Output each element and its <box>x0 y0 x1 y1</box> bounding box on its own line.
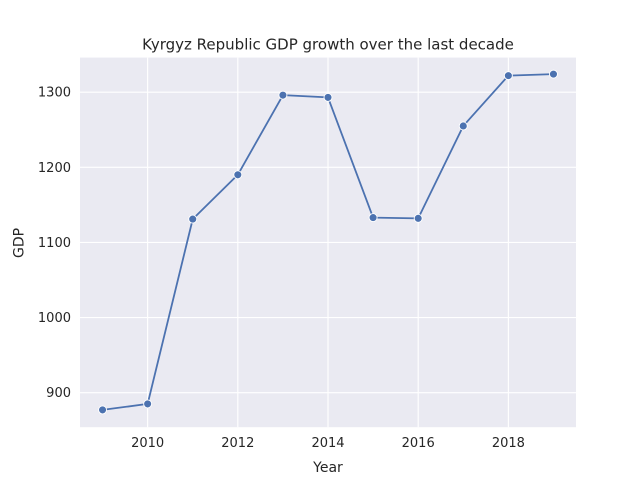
data-point <box>98 405 107 415</box>
x-tick-label: 2016 <box>402 436 435 451</box>
y-tick-label: 1000 <box>38 311 71 326</box>
y-axis-label: GDP <box>12 228 28 258</box>
data-point <box>503 71 513 81</box>
data-point <box>368 213 378 223</box>
x-tick-label: 2018 <box>492 436 525 451</box>
series-layer <box>98 69 558 415</box>
x-tick-label: 2014 <box>311 436 344 451</box>
chart-title: Kyrgyz Republic GDP growth over the last… <box>142 36 514 54</box>
data-point <box>188 214 198 224</box>
data-point <box>143 399 153 409</box>
y-axis-ticks: 900 1000 1100 1200 1300 <box>38 86 71 401</box>
data-point <box>323 92 333 102</box>
data-point <box>413 213 423 223</box>
x-axis-label: Year <box>312 460 343 476</box>
x-tick-label: 2010 <box>131 436 164 451</box>
y-tick-label: 900 <box>46 386 71 401</box>
data-point <box>278 90 288 100</box>
data-point <box>233 170 243 180</box>
y-tick-label: 1300 <box>38 86 71 101</box>
x-tick-label: 2012 <box>221 436 254 451</box>
y-tick-label: 1200 <box>38 161 71 176</box>
x-axis-ticks: 2010 2012 2014 2016 2018 <box>131 436 525 451</box>
data-point <box>549 69 558 79</box>
y-tick-label: 1100 <box>38 236 71 251</box>
data-point <box>458 121 468 131</box>
